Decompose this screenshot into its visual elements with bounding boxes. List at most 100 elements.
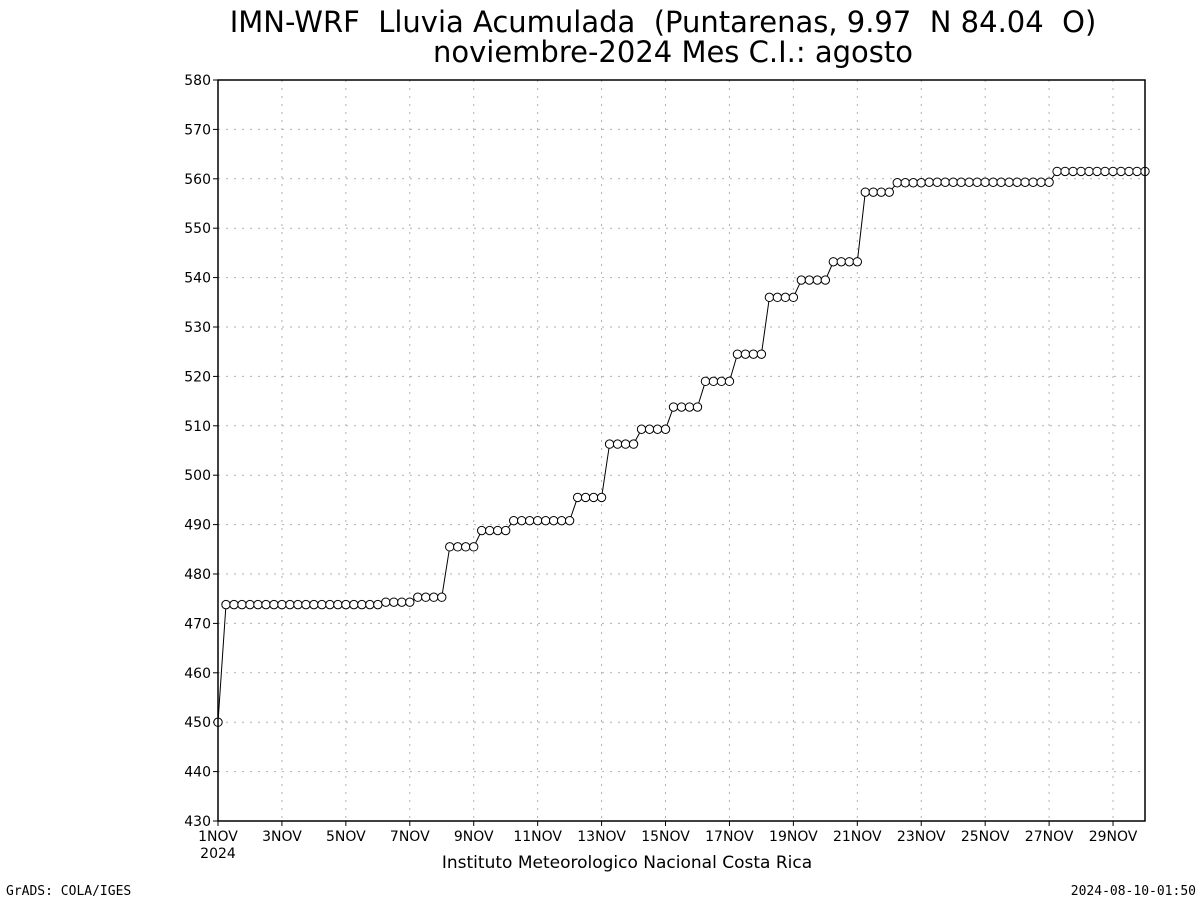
x-tick-label: 19NOV <box>769 829 818 845</box>
data-point <box>445 542 455 552</box>
data-point <box>1036 177 1046 187</box>
x-tick-label: 13NOV <box>577 829 626 845</box>
data-point <box>588 492 599 503</box>
y-tick-label: 480 <box>184 567 211 583</box>
data-point <box>764 292 775 303</box>
institution-label: Instituto Meteorologico Nacional Costa R… <box>442 853 812 873</box>
data-point <box>796 275 807 285</box>
data-point <box>405 597 415 607</box>
data-point <box>453 542 463 552</box>
data-point <box>620 439 631 449</box>
data-point <box>924 177 934 187</box>
data-point <box>788 292 799 303</box>
data-point <box>644 424 655 434</box>
data-point <box>932 177 942 187</box>
x-tick-label: 7NOV <box>390 829 430 845</box>
data-point <box>1068 166 1078 177</box>
data-point <box>940 177 950 187</box>
data-point <box>325 599 335 610</box>
data-point <box>508 515 519 526</box>
data-point <box>844 257 855 267</box>
data-point <box>285 599 295 610</box>
data-point <box>1020 177 1030 187</box>
data-point <box>948 177 958 187</box>
x-tick-label: 21NOV <box>833 829 882 845</box>
x-tick-label: 5NOV <box>326 829 366 845</box>
data-point <box>868 187 878 197</box>
data-point <box>668 402 679 412</box>
data-point <box>532 515 543 526</box>
data-point <box>572 492 583 503</box>
data-point <box>309 599 319 610</box>
series-accumulated-rain <box>213 166 1150 727</box>
x-tick-label: 27NOV <box>1025 829 1074 845</box>
grads-credit: GrADS: COLA/IGES <box>6 884 131 899</box>
data-point <box>469 542 479 552</box>
y-tick-label: 450 <box>184 715 211 731</box>
data-point <box>652 424 663 434</box>
data-point <box>716 376 727 387</box>
data-point <box>381 597 391 607</box>
data-point <box>429 592 439 602</box>
data-point <box>349 599 359 610</box>
data-point <box>692 402 703 412</box>
y-tick-label: 550 <box>184 221 211 237</box>
x-tick-label: 9NOV <box>454 829 494 845</box>
plot-frame <box>217 79 1146 822</box>
y-tick-label: 520 <box>184 369 211 385</box>
data-point <box>700 376 711 387</box>
timestamp: 2024-08-10-01:50 <box>1071 884 1196 899</box>
data-point <box>1092 166 1102 177</box>
x-tick-label: 1NOV <box>198 829 238 845</box>
data-point <box>1004 177 1014 187</box>
data-point <box>756 349 767 359</box>
data-point <box>413 592 423 602</box>
x-tick-label: 17NOV <box>705 829 754 845</box>
data-point <box>884 187 894 197</box>
data-point <box>732 349 743 359</box>
data-point <box>389 597 399 607</box>
data-point <box>812 275 823 285</box>
data-point <box>604 439 615 449</box>
data-point <box>740 349 751 359</box>
data-point <box>1108 166 1118 177</box>
data-point <box>860 187 871 197</box>
data-point <box>301 599 311 610</box>
data-point <box>269 599 279 610</box>
data-point <box>556 515 567 526</box>
data-point <box>1132 166 1142 177</box>
data-point <box>1028 177 1038 187</box>
data-point <box>636 424 647 434</box>
data-point <box>245 599 255 610</box>
data-point <box>293 599 303 610</box>
data-point <box>980 177 990 187</box>
data-point <box>492 525 503 536</box>
y-tick-label: 500 <box>184 468 211 484</box>
data-point <box>524 515 535 526</box>
data-point <box>237 599 247 610</box>
data-point <box>461 542 471 552</box>
data-point <box>317 599 327 610</box>
data-point <box>277 599 287 610</box>
data-point <box>221 599 231 610</box>
x-tick-label: 15NOV <box>641 829 690 845</box>
data-point <box>1060 166 1070 177</box>
data-point <box>580 492 591 503</box>
data-point <box>253 599 263 610</box>
data-point <box>1100 166 1110 177</box>
y-tick-label: 440 <box>184 765 211 781</box>
data-point <box>964 177 974 187</box>
x-year-label: 2024 <box>200 846 236 862</box>
y-tick-label: 470 <box>184 616 211 632</box>
y-tick-label: 430 <box>184 814 211 830</box>
x-tick-label: 23NOV <box>897 829 946 845</box>
data-point <box>748 349 759 359</box>
data-point <box>628 439 639 449</box>
y-tick-label: 560 <box>184 172 211 188</box>
grid-lines <box>218 80 1145 821</box>
data-point <box>996 177 1006 187</box>
data-point <box>908 178 918 188</box>
y-tick-label: 510 <box>184 419 211 435</box>
data-point <box>612 439 623 449</box>
